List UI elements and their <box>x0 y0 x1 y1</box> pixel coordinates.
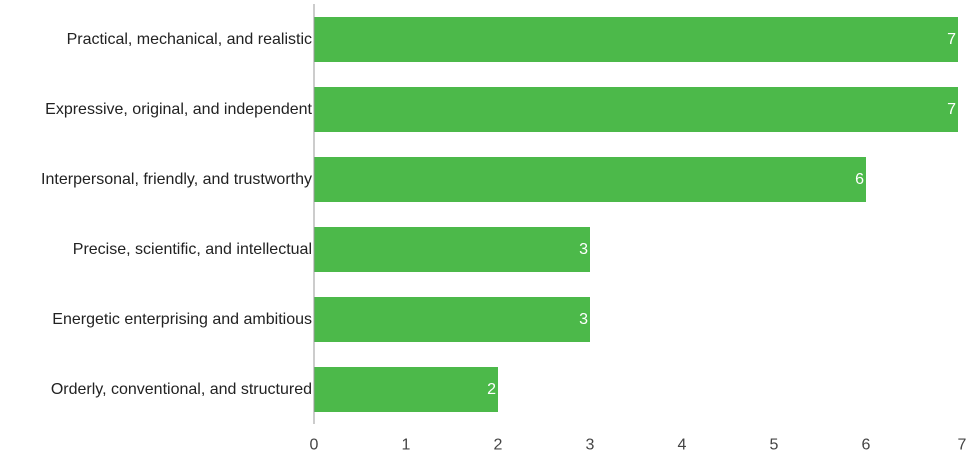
x-tick-label: 2 <box>494 437 503 454</box>
category-label: Interpersonal, friendly, and trustworthy <box>41 171 312 188</box>
x-tick-label: 0 <box>310 437 319 454</box>
data-label: 6 <box>855 171 864 188</box>
category-label: Precise, scientific, and intellectual <box>73 241 312 258</box>
data-label: 2 <box>487 381 496 398</box>
bar-2 <box>314 157 866 202</box>
data-label: 7 <box>947 31 956 48</box>
bar-1 <box>314 87 958 132</box>
x-axis-ticks: 0 1 2 3 4 5 6 7 <box>310 437 967 454</box>
bar-5 <box>314 367 498 412</box>
x-tick-label: 6 <box>862 437 871 454</box>
data-label: 3 <box>579 241 588 258</box>
bar-3 <box>314 227 590 272</box>
x-tick-label: 4 <box>678 437 687 454</box>
category-label: Expressive, original, and independent <box>45 101 312 118</box>
bar-0 <box>314 17 958 62</box>
category-label: Energetic enterprising and ambitious <box>52 311 312 328</box>
data-label: 3 <box>579 311 588 328</box>
data-labels: 7 7 6 3 3 2 <box>487 31 956 398</box>
x-tick-label: 7 <box>958 437 967 454</box>
x-tick-label: 5 <box>770 437 779 454</box>
bar-4 <box>314 297 590 342</box>
category-label: Orderly, conventional, and structured <box>51 381 312 398</box>
x-tick-label: 1 <box>402 437 411 454</box>
category-labels: Practical, mechanical, and realistic Expr… <box>41 31 313 398</box>
bars-group <box>314 17 958 412</box>
data-label: 7 <box>947 101 956 118</box>
x-tick-label: 3 <box>586 437 595 454</box>
category-label: Practical, mechanical, and realistic <box>67 31 312 48</box>
